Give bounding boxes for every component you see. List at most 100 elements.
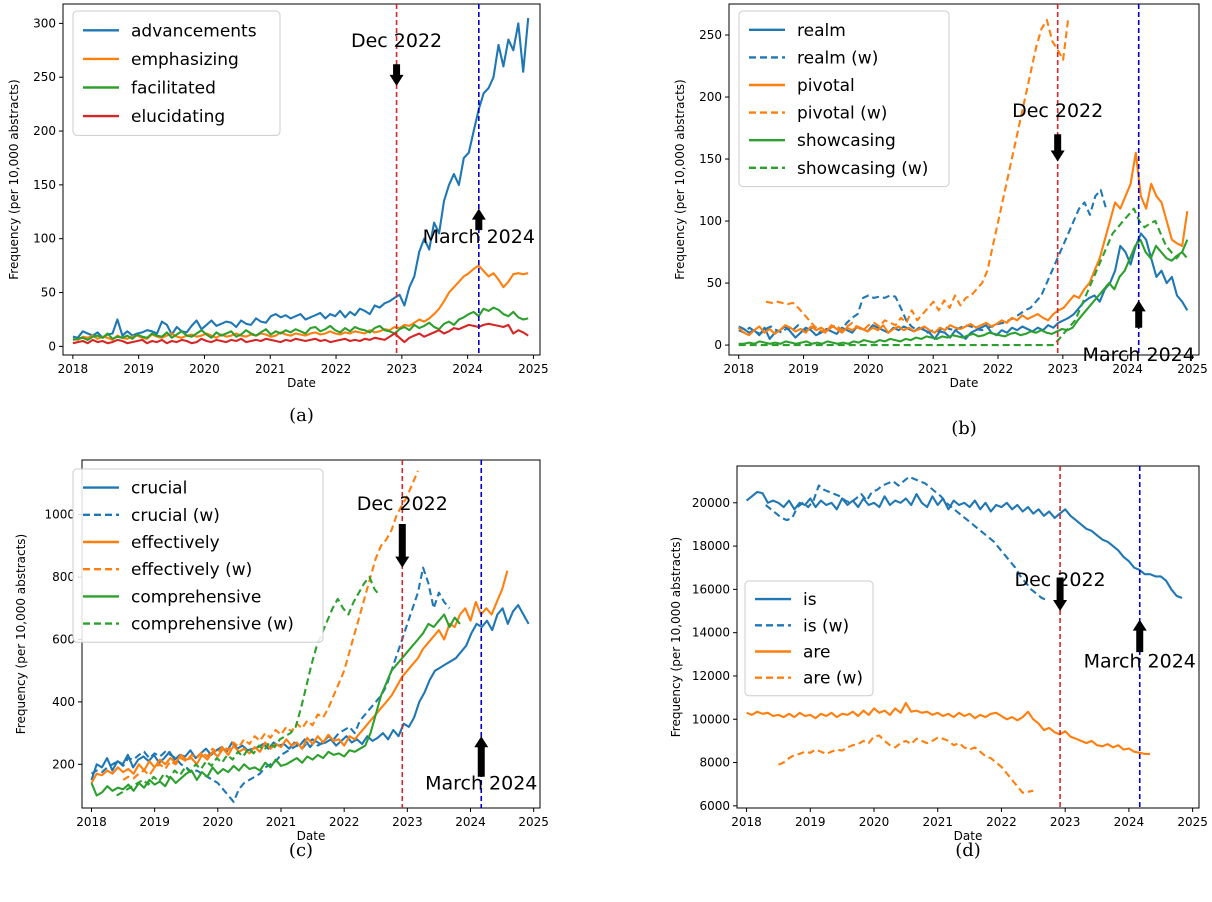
legend-label: showcasing [797, 131, 896, 151]
y-tick-label: 20000 [692, 496, 730, 510]
series-line-pivotal-w- [765, 16, 1070, 334]
series-line-is-w- [765, 475, 1048, 602]
series-line-are-w- [777, 734, 1034, 794]
x-tick-label: 2023 [392, 815, 423, 829]
annotation-arrow [1050, 134, 1065, 162]
legend-box [72, 10, 281, 136]
annotation-arrow [1132, 619, 1147, 653]
x-tick-label: 2019 [788, 362, 819, 376]
x-tick-label: 2022 [329, 815, 360, 829]
series-line-crucial-w- [90, 566, 451, 803]
annotation-arrow [1053, 577, 1068, 612]
series-group [72, 17, 530, 345]
y-tick-label: 8000 [699, 756, 730, 770]
annotation-march-2024: March 2024 [423, 226, 535, 248]
x-tick-label: 2022 [321, 362, 352, 376]
series-line-showcasing-w- [738, 207, 1189, 347]
y-tick-label: 600 [52, 632, 75, 646]
x-tick-label: 2019 [795, 815, 826, 829]
annotation-arrow [474, 736, 489, 777]
y-tick-label: 16000 [692, 582, 730, 596]
x-axis-label: Date [297, 829, 326, 843]
chart-d: 2018 2019 2020 2021 2022 2023 2024 2025 6000 8000… [669, 465, 1208, 861]
series-line-advancements [72, 17, 530, 339]
legend-label: is [803, 590, 817, 610]
chart-b: 2018 2019 2020 2021 2022 2023 2024 2025 0 50 100 15… [673, 3, 1208, 439]
legend-label: comprehensive (w) [131, 615, 294, 635]
x-tick-label: 2024 [455, 815, 486, 829]
panel-caption: (c) [289, 840, 313, 861]
chart-c: 2018 2019 2020 2021 2022 2023 2024 2025 200 400 60… [14, 459, 549, 861]
y-tick-label: 150 [699, 152, 722, 166]
legend-label: advancements [131, 21, 257, 41]
y-tick-label: 50 [707, 276, 722, 290]
series-line-comprehensive-w- [116, 575, 381, 797]
series-line-comprehensive [90, 613, 461, 797]
x-tick-label: 2024 [1112, 362, 1143, 376]
y-tick-label: 12000 [692, 669, 730, 683]
annotation-dec-2022: Dec 2022 [351, 30, 442, 52]
legend-label: comprehensive [131, 587, 261, 607]
x-axis-label: Date [950, 376, 979, 390]
series-line-showcasing [738, 238, 1189, 345]
legend-label: showcasing (w) [797, 159, 928, 179]
legend-box [744, 580, 874, 697]
legend-label: are [803, 643, 831, 663]
x-tick-label: 2025 [1177, 362, 1208, 376]
legend-label: realm [797, 21, 846, 41]
y-axis-label: Frequency (per 10,000 abstracts) [14, 534, 28, 735]
y-axis-label: Frequency (per 10,000 abstracts) [669, 537, 683, 738]
x-tick-label: 2018 [731, 815, 762, 829]
y-tick-label: 0 [714, 338, 722, 352]
series-line-effectively-w- [122, 470, 419, 781]
annotation-arrow [1131, 300, 1146, 328]
y-tick-label: 100 [33, 232, 56, 246]
legend-label: is (w) [803, 616, 849, 636]
x-tick-label: 2025 [518, 815, 549, 829]
legend-label: elucidating [131, 107, 225, 127]
x-tick-label: 2023 [387, 362, 418, 376]
y-tick-label: 50 [41, 286, 56, 300]
plot-frame [736, 465, 1200, 809]
x-tick-label: 2020 [859, 815, 890, 829]
x-tick-label: 2021 [266, 815, 297, 829]
series-group [745, 475, 1183, 794]
x-tick-label: 2018 [76, 815, 107, 829]
annotation-march-2024: March 2024 [1083, 344, 1195, 366]
x-tick-label: 2021 [922, 815, 953, 829]
series-line-facilitated [72, 306, 529, 341]
legend-label: pivotal (w) [797, 104, 887, 124]
annotation-dec-2022: Dec 2022 [357, 493, 448, 515]
legend-label: facilitated [131, 79, 216, 99]
series-line-realm-w- [738, 188, 1108, 335]
x-axis-label: Date [287, 376, 316, 390]
y-tick-label: 14000 [692, 626, 730, 640]
y-axis-label: Frequency (per 10,000 abstracts) [7, 79, 21, 280]
x-tick-label: 2020 [189, 362, 220, 376]
series-line-pivotal [737, 151, 1189, 337]
plot-frame [728, 3, 1200, 356]
annotation-arrow [389, 64, 404, 86]
y-tick-label: 18000 [692, 539, 730, 553]
y-tick-label: 400 [52, 695, 75, 709]
plot-frame [62, 3, 541, 356]
x-tick-label: 2021 [255, 362, 286, 376]
legend-box [738, 10, 950, 188]
chart-a: 2018 2019 2020 2021 2022 2023 2024 2025 0 50 100 15… [7, 3, 549, 426]
series-line-are [746, 701, 1151, 755]
y-tick-label: 200 [52, 757, 75, 771]
x-tick-label: 2021 [918, 362, 949, 376]
x-tick-label: 2020 [853, 362, 884, 376]
panel-caption: (b) [951, 418, 977, 439]
annotation-arrow [395, 523, 410, 568]
legend-box [72, 468, 324, 643]
legend-label: effectively (w) [131, 560, 252, 580]
panel-caption: (a) [289, 405, 314, 426]
y-axis-label: Frequency (per 10,000 abstracts) [673, 79, 687, 280]
legend-label: realm (w) [797, 48, 878, 68]
series-group [90, 470, 530, 803]
series-line-crucial [90, 604, 530, 781]
legend-label: crucial [131, 479, 187, 499]
x-tick-label: 2018 [723, 362, 754, 376]
